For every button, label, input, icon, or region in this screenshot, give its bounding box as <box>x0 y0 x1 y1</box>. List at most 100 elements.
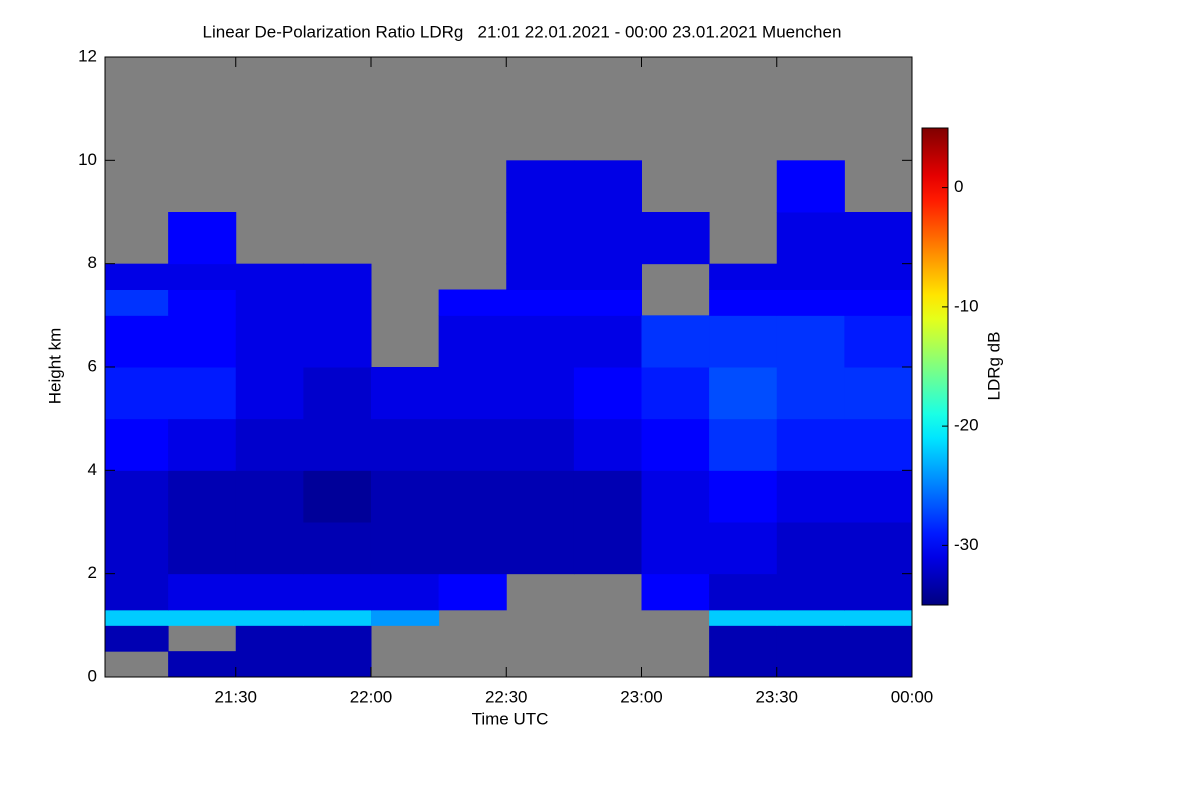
chart-title: Linear De-Polarization Ratio LDRg 21:01 … <box>203 22 842 41</box>
heatmap-cell <box>105 263 169 290</box>
heatmap-cell <box>303 609 372 626</box>
heatmap-cell <box>303 625 372 652</box>
x-tick-label: 23:00 <box>620 687 663 706</box>
heatmap-cell <box>168 609 237 626</box>
heatmap-cell <box>573 160 642 213</box>
x-tick-label: 23:30 <box>755 687 798 706</box>
heatmap-cell <box>776 367 845 420</box>
x-tick-label: 22:30 <box>485 687 528 706</box>
heatmap-cell <box>709 315 778 368</box>
heatmap-cell <box>168 573 237 611</box>
colorbar-tick-label: -30 <box>954 535 979 554</box>
heatmap-cell <box>370 522 440 575</box>
heatmap-cell <box>506 315 575 368</box>
heatmap-cell <box>709 625 778 652</box>
heatmap-cell <box>641 522 710 575</box>
heatmap-cell <box>168 522 237 575</box>
heatmap-cell <box>776 573 845 611</box>
y-tick-label: 2 <box>88 563 97 582</box>
heatmap-cell <box>303 573 372 611</box>
colorbar-tick-label: -10 <box>954 296 979 315</box>
x-tick-label: 00:00 <box>891 687 934 706</box>
heatmap-cell <box>105 315 169 368</box>
heatmap-cell <box>641 418 710 471</box>
heatmap-cell <box>235 522 304 575</box>
heatmap-cell <box>506 367 575 420</box>
heatmap-cell <box>844 470 913 523</box>
heatmap-cell <box>105 609 169 626</box>
heatmap-cell <box>438 573 507 611</box>
heatmap-cell <box>844 651 913 678</box>
heatmap-cell <box>370 470 440 523</box>
heatmap-cell <box>776 289 845 316</box>
heatmap-cell <box>168 418 237 471</box>
heatmap-cell <box>235 470 304 523</box>
heatmap-cell <box>506 470 575 523</box>
y-tick-label: 8 <box>88 253 97 272</box>
heatmap-cell <box>844 625 913 652</box>
heatmap-cell <box>573 315 642 368</box>
heatmap-cell <box>573 470 642 523</box>
heatmap-cell <box>105 573 169 611</box>
heatmap-cell <box>641 212 710 265</box>
heatmap-cell <box>235 573 304 611</box>
heatmap-cell <box>370 367 440 420</box>
heatmap-cell <box>641 470 710 523</box>
heatmap-cell <box>235 289 304 316</box>
heatmap-cell <box>573 289 642 316</box>
heatmap-cell <box>105 289 169 316</box>
heatmap-cell <box>303 470 372 523</box>
heatmap-cell <box>776 609 845 626</box>
heatmap-cell <box>709 418 778 471</box>
heatmap-cell <box>168 367 237 420</box>
heatmap-cell <box>844 315 913 368</box>
heatmap-cell <box>105 367 169 420</box>
colorbar-tick-label: -20 <box>954 416 979 435</box>
heatmap-cell <box>709 573 778 611</box>
heatmap-cell <box>168 315 237 368</box>
heatmap-cell <box>776 263 845 290</box>
heatmap-cell <box>844 212 913 265</box>
heatmap-cell <box>776 160 845 213</box>
heatmap-cell <box>370 609 440 626</box>
heatmap-cell <box>168 651 237 678</box>
heatmap-cell <box>168 470 237 523</box>
heatmap-cell <box>844 367 913 420</box>
colorbar-label: LDRg dB <box>984 332 1003 401</box>
heatmap-cell <box>709 263 778 290</box>
heatmap-cell <box>844 522 913 575</box>
y-tick-label: 6 <box>88 356 97 375</box>
heatmap-cell <box>235 315 304 368</box>
heatmap-cell <box>438 418 507 471</box>
heatmap-cell <box>641 315 710 368</box>
colorbar <box>921 127 949 606</box>
heatmap-cell <box>105 418 169 471</box>
heatmap-cell <box>438 315 507 368</box>
y-tick-label: 4 <box>88 460 97 479</box>
heatmap-cell <box>168 212 237 265</box>
heatmap-cell <box>573 418 642 471</box>
heatmap-cell <box>709 651 778 678</box>
heatmap-cell <box>235 651 304 678</box>
heatmap-cell <box>573 522 642 575</box>
y-tick-label: 12 <box>78 46 97 65</box>
heatmap-cell <box>168 263 237 290</box>
heatmap-cell <box>844 289 913 316</box>
heatmap-cell <box>105 470 169 523</box>
heatmap-cell <box>370 573 440 611</box>
heatmap-cell <box>709 367 778 420</box>
y-tick-label: 0 <box>88 666 97 685</box>
heatmap-cell <box>303 651 372 678</box>
heatmap-cell <box>105 522 169 575</box>
x-tick-label: 22:00 <box>350 687 393 706</box>
heatmap-cell <box>303 367 372 420</box>
colorbar-tick-label: 0 <box>954 177 963 196</box>
heatmap-cell <box>506 418 575 471</box>
heatmap-cell <box>235 367 304 420</box>
heatmap-cell <box>105 625 169 652</box>
heatmap-cell <box>573 212 642 265</box>
heatmap-cell <box>844 418 913 471</box>
y-tick-label: 10 <box>78 150 97 169</box>
heatmap-cell <box>438 470 507 523</box>
